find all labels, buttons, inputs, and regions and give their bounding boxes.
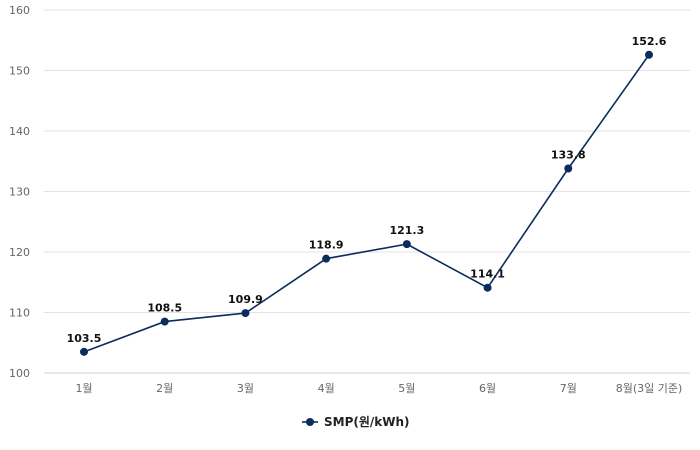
data-label: 114.1 xyxy=(470,268,505,281)
x-tick-label: 8월(3일 기준) xyxy=(616,381,683,395)
legend: SMP(원/kWh) xyxy=(302,415,410,429)
data-point xyxy=(645,50,653,59)
y-tick-label: 100 xyxy=(9,367,30,380)
y-tick-label: 160 xyxy=(9,4,30,17)
x-tick-label: 1월 xyxy=(75,382,92,395)
data-label: 108.5 xyxy=(147,302,182,315)
data-point xyxy=(322,254,331,263)
data-point xyxy=(160,317,169,326)
data-point xyxy=(483,283,492,292)
y-tick-label: 140 xyxy=(9,125,30,138)
legend-label: SMP(원/kWh) xyxy=(324,415,410,429)
data-label: 152.6 xyxy=(632,35,667,48)
data-point xyxy=(241,309,250,318)
x-tick-label: 6월 xyxy=(479,382,496,395)
axis-layer: 100 110 120 130 140 150 160 1월 2월 3월 4월 5월 6월 7월 8월(3일… xyxy=(9,4,690,395)
series-line xyxy=(83,54,650,353)
y-tick-label: 110 xyxy=(9,307,30,320)
x-tick-label: 3월 xyxy=(237,382,254,395)
x-tick-label: 4월 xyxy=(318,382,335,395)
data-point xyxy=(564,164,573,173)
x-tick-label: 2월 xyxy=(156,382,173,395)
series-layer xyxy=(80,50,653,356)
data-label: 109.9 xyxy=(228,293,263,306)
data-label: 103.5 xyxy=(67,332,102,345)
legend-marker xyxy=(306,418,314,426)
data-label: 121.3 xyxy=(389,224,424,237)
data-label: 118.9 xyxy=(309,239,344,252)
y-tick-label: 150 xyxy=(9,65,30,78)
data-labels-layer: 103.5 108.5 109.9 118.9 121.3 114.1 133.8 152.6 xyxy=(67,35,667,345)
y-tick-label: 130 xyxy=(9,186,30,199)
grid-layer xyxy=(44,9,690,313)
x-tick-label: 5월 xyxy=(398,382,415,395)
data-label: 133.8 xyxy=(551,149,586,162)
data-point xyxy=(80,347,88,356)
y-tick-label: 120 xyxy=(9,246,30,259)
x-tick-label: 7월 xyxy=(560,382,577,395)
data-point xyxy=(402,240,411,249)
